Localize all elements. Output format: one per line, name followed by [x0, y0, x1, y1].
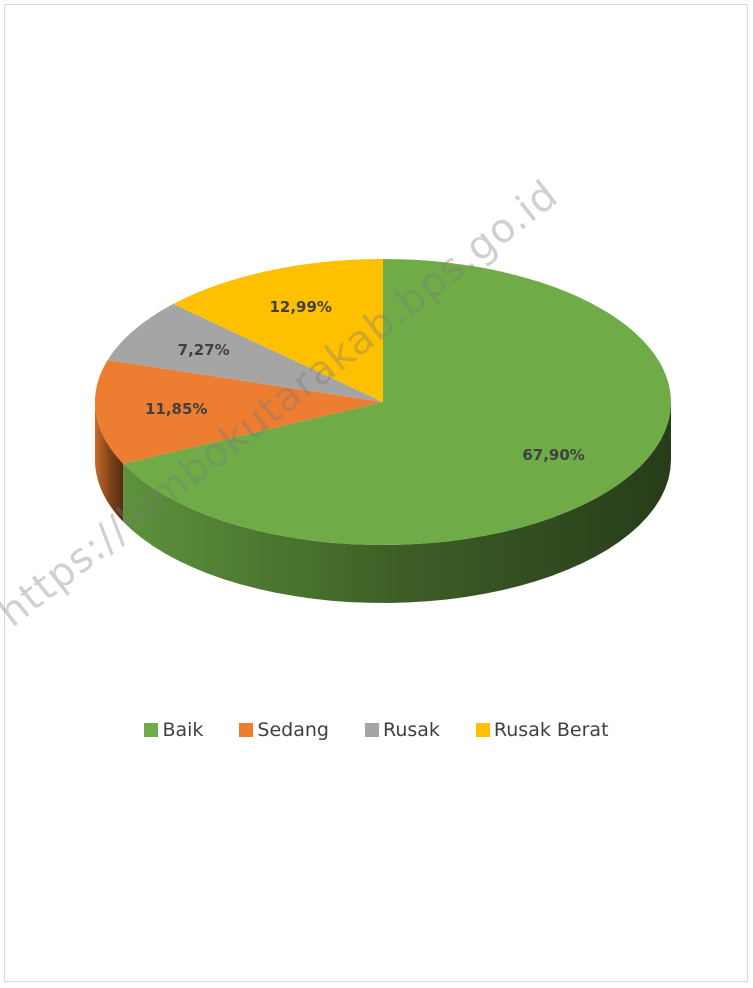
legend-label: Sedang [257, 719, 329, 741]
data-label-baik: 67,90% [522, 446, 584, 464]
legend-label: Rusak [382, 719, 440, 741]
pie-slice-rusak-berat [173, 259, 383, 402]
data-label-sedang: 11,85% [145, 400, 207, 418]
data-label-rusak: 7,27% [178, 341, 230, 359]
pie-slice-rusak [107, 304, 383, 402]
pie-sides [95, 402, 671, 603]
legend-swatch [364, 723, 379, 737]
pie-slice-sedang [95, 360, 383, 464]
legend-item-rusak-berat: Rusak Berat [475, 719, 609, 741]
legend: Baik Sedang Rusak Rusak Berat [0, 719, 753, 741]
legend-label: Baik [162, 719, 204, 741]
legend-item-rusak: Rusak [364, 719, 440, 741]
pie-side-baik [123, 402, 671, 603]
data-label-rusak-berat: 12,99% [269, 298, 331, 316]
legend-swatch [475, 723, 490, 737]
legend-item-baik: Baik [144, 719, 203, 741]
legend-label: Rusak Berat [493, 719, 609, 741]
legend-swatch [239, 723, 254, 737]
legend-swatch [144, 723, 159, 737]
pie-side-sedang [95, 402, 124, 522]
legend-item-sedang: Sedang [239, 719, 329, 741]
pie-data-labels: 67,90% 11,85% 7,27% 12,99% [145, 298, 585, 464]
pie-slices [95, 259, 671, 545]
pie-slice-baik [123, 259, 671, 545]
